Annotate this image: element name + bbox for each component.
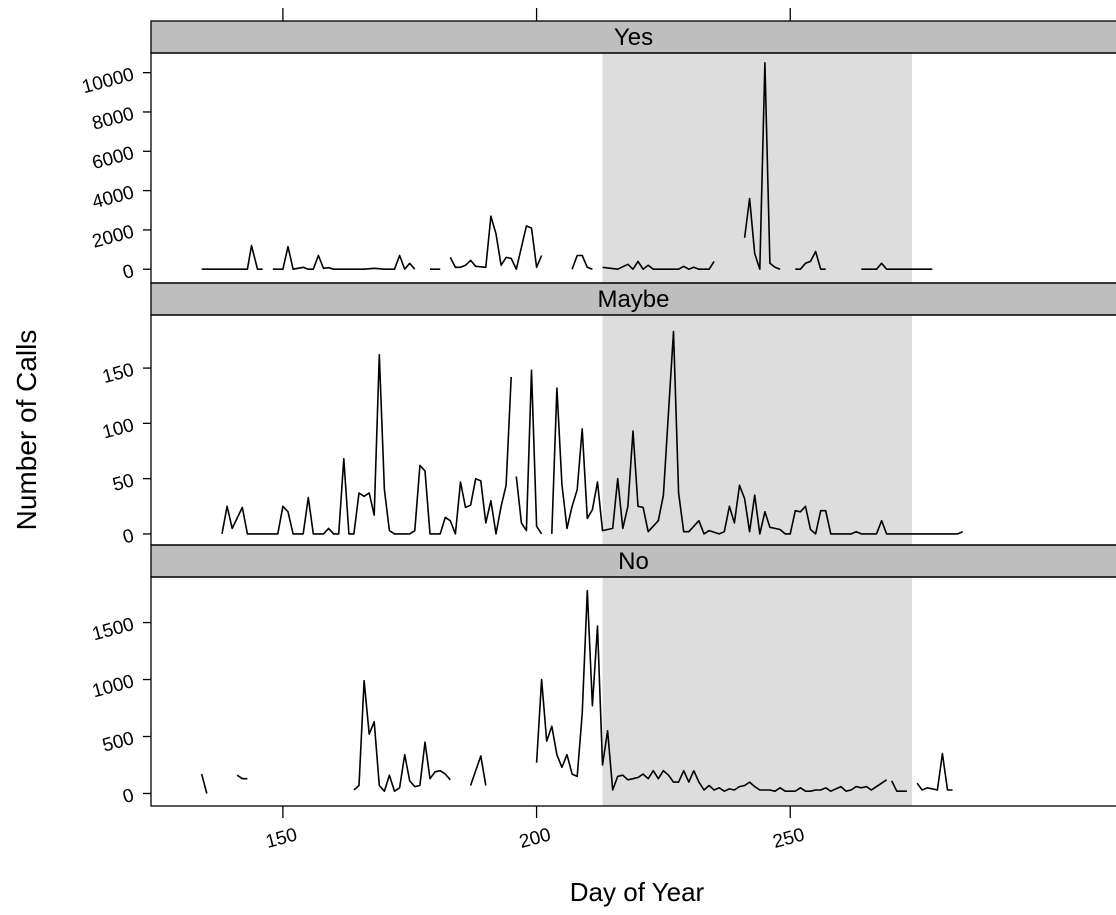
- series-line-yes-segment-1: [201, 244, 263, 270]
- series-line-no-segment-6: [890, 780, 907, 792]
- panel-strip-no: [150, 544, 1116, 578]
- shaded-region-maybe: [602, 315, 912, 545]
- series-line-no-segment-4: [469, 755, 487, 786]
- series-line-maybe-segment-1: [221, 354, 512, 535]
- panel-frame-no: [150, 576, 1116, 807]
- panel-strip-label-no: No: [618, 548, 649, 575]
- y-tick-label-yes-10000: 10000: [80, 64, 136, 98]
- panel-frames-layer: [150, 52, 1116, 807]
- panel-frame-yes: [150, 52, 1116, 284]
- series-line-no-segment-2: [236, 774, 248, 780]
- y-tick-label-maybe-100: 100: [100, 415, 136, 443]
- axes-layer: 0200040006000800010000050100150050010001…: [80, 8, 807, 853]
- panel-strip-yes: [150, 20, 1116, 54]
- series-line-yes-segment-9: [861, 262, 933, 270]
- series-lines-layer: [200, 62, 964, 794]
- shaded-region-no: [602, 577, 912, 806]
- series-line-yes-segment-4: [449, 215, 543, 270]
- shaded-region-layer: [602, 53, 912, 806]
- panel-strip-label-maybe: Maybe: [597, 286, 669, 313]
- y-tick-label-no-1500: 1500: [90, 614, 136, 645]
- series-line-maybe-segment-2: [515, 369, 543, 535]
- shaded-region-yes: [602, 53, 912, 283]
- series-line-yes-segment-6: [602, 260, 715, 270]
- panel-strip-label-yes: Yes: [614, 24, 653, 51]
- y-tick-label-no-500: 500: [100, 728, 136, 756]
- y-axis-title: Number of Calls: [11, 330, 42, 531]
- y-tick-label-maybe-0: 0: [121, 525, 137, 548]
- series-line-maybe-segment-3: [551, 330, 964, 535]
- series-line-no-segment-3: [353, 679, 451, 792]
- series-line-yes-segment-7: [743, 62, 781, 270]
- y-tick-label-maybe-50: 50: [110, 470, 136, 496]
- y-tick-label-yes-8000: 8000: [90, 104, 136, 135]
- y-tick-label-no-0: 0: [121, 785, 137, 808]
- y-tick-label-yes-0: 0: [121, 261, 137, 284]
- x-tick-label-250: 250: [771, 824, 807, 852]
- x-tick-label-150: 150: [263, 824, 299, 852]
- panel-frame-maybe: [150, 314, 1116, 546]
- x-axis-title: Day of Year: [570, 877, 705, 907]
- panel-strips-layer: Yes Maybe No: [150, 20, 1116, 578]
- x-tick-label-200: 200: [517, 824, 553, 852]
- series-line-yes-segment-2: [272, 245, 416, 270]
- y-tick-label-maybe-150: 150: [100, 360, 136, 388]
- series-line-yes-segment-5: [571, 254, 593, 270]
- y-tick-label-yes-2000: 2000: [90, 221, 136, 252]
- series-line-no-segment-1: [200, 773, 208, 794]
- series-line-yes-segment-8: [795, 250, 826, 270]
- y-tick-label-no-1000: 1000: [90, 671, 136, 702]
- y-tick-label-yes-4000: 4000: [90, 182, 136, 213]
- series-line-no-segment-7: [916, 752, 953, 791]
- y-tick-label-yes-6000: 6000: [90, 143, 136, 174]
- series-line-no-segment-5: [535, 589, 888, 792]
